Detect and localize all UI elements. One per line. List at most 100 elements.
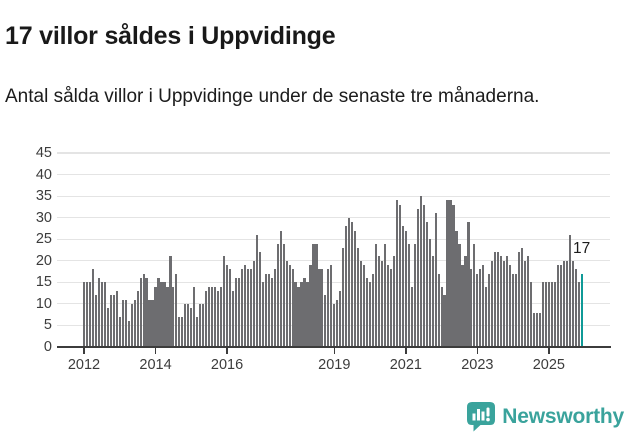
x-axis-tick — [333, 348, 336, 354]
bar — [88, 282, 92, 347]
bar — [386, 265, 390, 347]
bar — [82, 282, 86, 347]
newsworthy-logo: Newsworthy — [467, 401, 624, 433]
bar — [103, 282, 106, 347]
bar — [535, 312, 539, 347]
bar — [449, 200, 452, 347]
bar — [303, 278, 306, 347]
bar — [246, 269, 249, 347]
bar — [151, 299, 154, 347]
bar — [258, 252, 261, 347]
bar — [512, 273, 515, 347]
gridline — [57, 281, 610, 283]
bar — [464, 256, 467, 347]
bar — [124, 299, 127, 347]
bar — [279, 230, 282, 347]
bar — [219, 286, 223, 347]
bar — [398, 204, 401, 347]
bar — [479, 269, 482, 347]
y-axis-tick-label: 10 — [35, 295, 52, 312]
highlighted-bar — [580, 273, 583, 347]
bar — [559, 265, 562, 347]
bar — [240, 269, 244, 347]
bar — [234, 278, 238, 347]
x-axis-tick-label: 2019 — [318, 357, 351, 373]
x-axis-tick-label: 2014 — [139, 357, 172, 373]
bar — [187, 303, 190, 347]
bar — [211, 286, 214, 347]
bar — [321, 269, 324, 347]
bar — [473, 243, 476, 347]
bar — [315, 243, 318, 347]
bar — [377, 256, 381, 347]
bar — [532, 312, 536, 347]
bar — [190, 308, 193, 347]
bar — [416, 209, 419, 347]
bar — [130, 303, 133, 347]
bar — [288, 265, 291, 347]
y-axis-tick-label: 40 — [35, 166, 52, 183]
bar — [142, 273, 145, 347]
bar — [526, 256, 530, 347]
bar — [294, 282, 297, 347]
gridline — [57, 238, 610, 240]
bar — [157, 278, 160, 347]
bar — [440, 286, 443, 347]
bar — [336, 299, 339, 347]
bar — [196, 316, 199, 347]
bar — [482, 265, 485, 347]
bar — [491, 260, 494, 347]
bar — [553, 282, 556, 347]
bar — [178, 316, 181, 347]
bar — [366, 278, 369, 347]
bar — [148, 299, 151, 347]
bar — [300, 282, 303, 347]
bar — [237, 278, 241, 347]
bar — [348, 217, 351, 347]
bar — [354, 230, 357, 347]
bar — [163, 282, 166, 347]
bar — [318, 269, 321, 347]
newsworthy-wordmark: Newsworthy — [502, 405, 624, 428]
bar — [506, 256, 509, 347]
bar — [419, 196, 422, 347]
bar — [395, 200, 398, 347]
y-axis-tick-label: 20 — [35, 252, 52, 269]
bar — [345, 226, 348, 347]
bar — [330, 265, 333, 347]
y-axis-tick-label: 30 — [35, 209, 52, 226]
bar — [476, 273, 479, 347]
bar — [529, 282, 533, 347]
bar — [133, 299, 136, 347]
bar — [184, 303, 187, 347]
bar — [389, 269, 393, 347]
bar — [404, 230, 407, 347]
y-axis-tick-label: 15 — [35, 274, 52, 291]
bar — [562, 260, 565, 347]
bar — [497, 252, 500, 347]
bar — [228, 269, 232, 347]
bar — [291, 269, 294, 347]
bar — [401, 226, 404, 347]
bar — [175, 273, 178, 347]
bar — [467, 221, 470, 347]
bar-chart: 0 5 10 15 20 25 30 35 40 45 2012 2014 2016 2019 2021 20… — [35, 145, 611, 373]
bar — [297, 286, 300, 347]
bar — [371, 273, 375, 347]
x-axis-tick-label: 2012 — [67, 357, 101, 373]
gridline — [57, 152, 610, 154]
bar — [160, 282, 163, 347]
bar — [285, 260, 288, 347]
bar — [515, 273, 518, 347]
bar — [494, 252, 497, 347]
highlight-value-label: 17 — [573, 240, 591, 257]
bar — [252, 260, 255, 347]
bar — [231, 290, 235, 347]
x-axis-line — [57, 345, 611, 348]
chart-subtitle: Antal sålda villor i Uppvidinge under de… — [5, 86, 540, 107]
bar — [452, 204, 455, 347]
bar — [270, 278, 273, 347]
x-axis-tick-label: 2025 — [532, 357, 565, 373]
bar — [455, 230, 458, 347]
